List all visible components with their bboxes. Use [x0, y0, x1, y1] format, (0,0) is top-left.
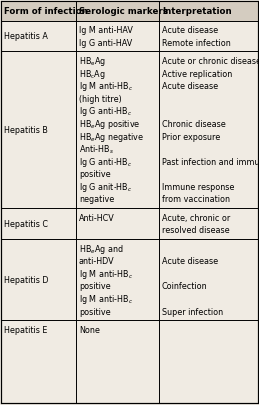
Text: HB$_e$Ag and: HB$_e$Ag and: [79, 242, 124, 255]
Text: negative: negative: [79, 195, 114, 204]
Text: Hepatitis E: Hepatitis E: [4, 325, 47, 334]
Text: Acute disease: Acute disease: [162, 26, 218, 35]
Text: Ig G anit-HB$_c$: Ig G anit-HB$_c$: [79, 180, 133, 194]
Text: Ig M anti-HB$_c$: Ig M anti-HB$_c$: [79, 80, 133, 93]
Text: resolved disease: resolved disease: [162, 226, 229, 235]
Text: Hepatitis B: Hepatitis B: [4, 126, 48, 135]
Text: Hepatitis C: Hepatitis C: [4, 220, 48, 228]
Text: Past infection and immunity: Past infection and immunity: [162, 157, 259, 166]
Text: positive: positive: [79, 307, 111, 316]
Text: Form of infection: Form of infection: [4, 7, 88, 16]
Text: Ig M anti-HAV: Ig M anti-HAV: [79, 26, 133, 35]
Text: Acute, chronic or: Acute, chronic or: [162, 213, 230, 222]
Text: Anti-HB$_s$: Anti-HB$_s$: [79, 143, 114, 156]
Text: Ig G anti-HB$_c$: Ig G anti-HB$_c$: [79, 155, 133, 168]
Text: Serologic markers: Serologic markers: [79, 7, 168, 16]
Text: Hepatitis A: Hepatitis A: [4, 32, 48, 41]
Text: Ig G anti-HAV: Ig G anti-HAV: [79, 38, 132, 48]
Text: Ig M anti-HB$_c$: Ig M anti-HB$_c$: [79, 292, 133, 305]
Text: Acute disease: Acute disease: [162, 256, 218, 266]
Text: Acute disease: Acute disease: [162, 82, 218, 91]
Text: Interpretation: Interpretation: [162, 7, 232, 16]
Text: Chronic disease: Chronic disease: [162, 119, 226, 129]
Bar: [1, 2, 258, 21]
Text: from vaccination: from vaccination: [162, 195, 230, 204]
Text: None: None: [79, 325, 100, 334]
Text: Remote infection: Remote infection: [162, 38, 231, 48]
Text: Ig G anti-HB$_c$: Ig G anti-HB$_c$: [79, 105, 133, 118]
Text: Active replication: Active replication: [162, 69, 232, 79]
Text: anti-HDV: anti-HDV: [79, 256, 115, 266]
Text: Prior exposure: Prior exposure: [162, 132, 220, 141]
Text: $\mathregular{HB_cAg}$: $\mathregular{HB_cAg}$: [79, 67, 106, 81]
Text: HB$_e$Ag positive: HB$_e$Ag positive: [79, 117, 140, 131]
Text: Immune response: Immune response: [162, 182, 234, 192]
Text: Super infection: Super infection: [162, 307, 223, 316]
Text: $\mathregular{HB_eAg}$: $\mathregular{HB_eAg}$: [79, 55, 106, 68]
Text: Acute or chronic disease: Acute or chronic disease: [162, 57, 259, 66]
Text: Anti-HCV: Anti-HCV: [79, 213, 115, 222]
Text: HB$_e$Ag negative: HB$_e$Ag negative: [79, 130, 144, 143]
Text: (high titre): (high titre): [79, 94, 122, 104]
Text: Hepatitis D: Hepatitis D: [4, 275, 48, 284]
Text: positive: positive: [79, 281, 111, 291]
Text: Ig M anti-HB$_c$: Ig M anti-HB$_c$: [79, 267, 133, 280]
Text: Coinfection: Coinfection: [162, 281, 207, 291]
Text: positive: positive: [79, 170, 111, 179]
